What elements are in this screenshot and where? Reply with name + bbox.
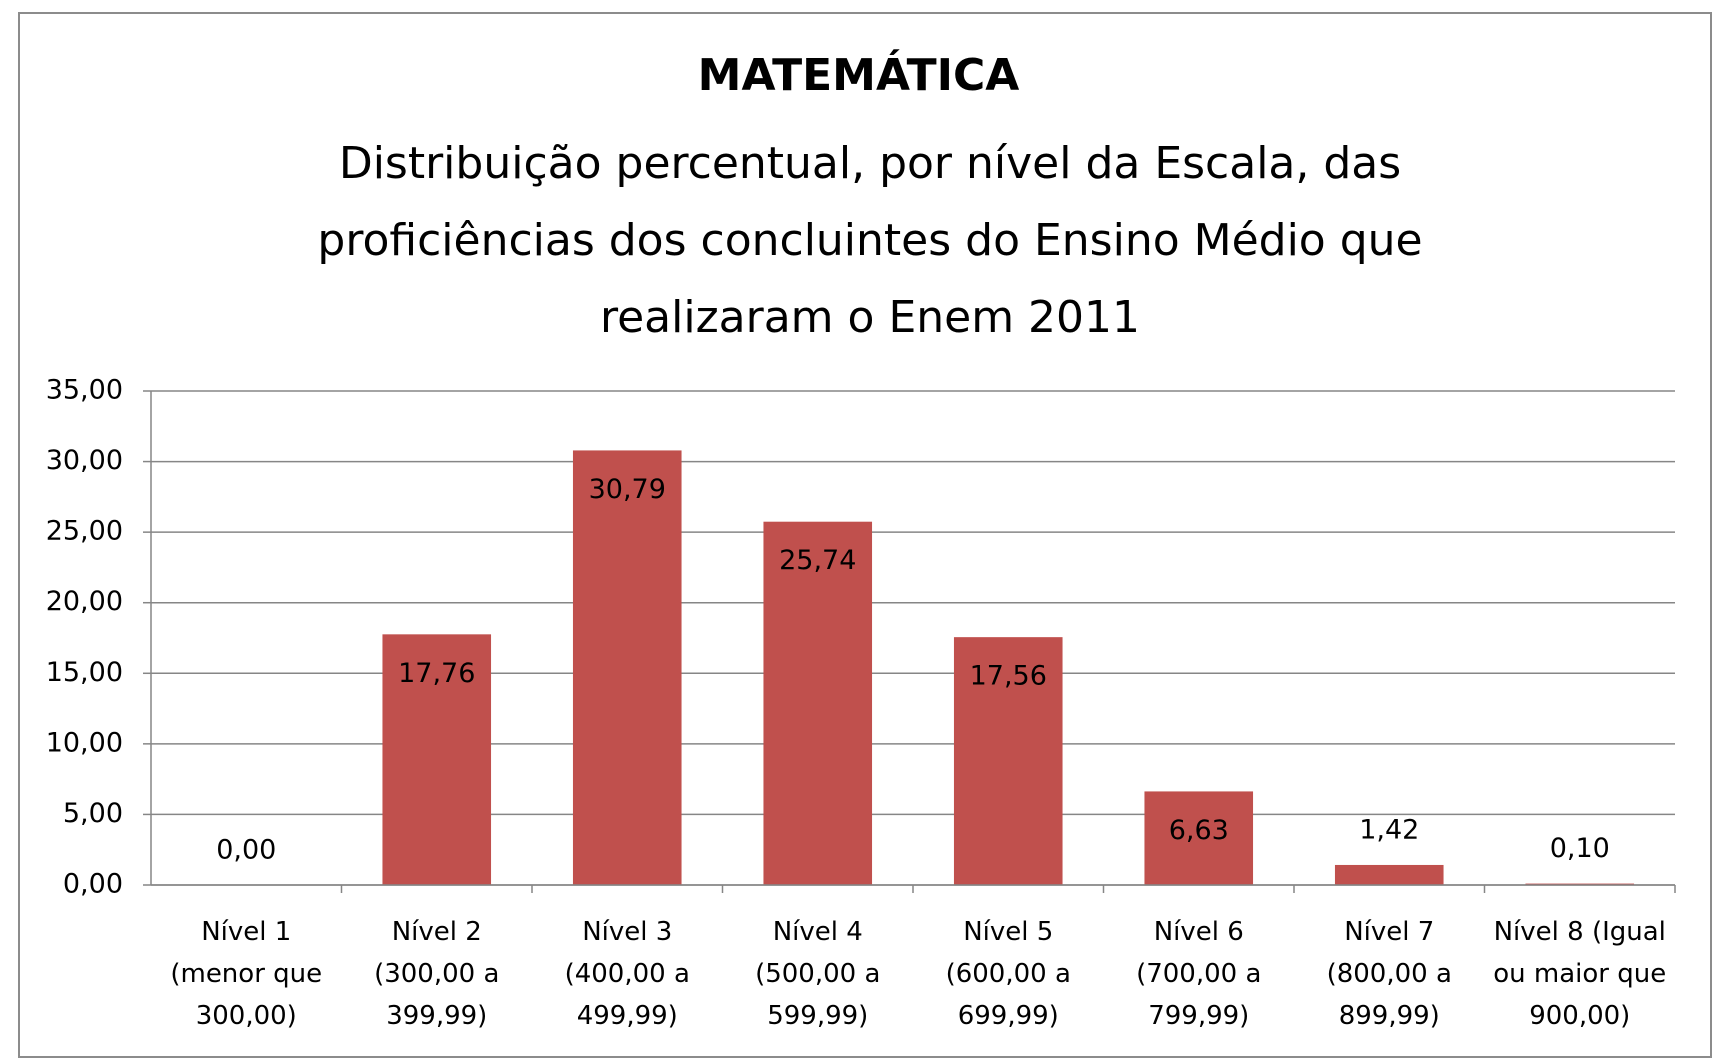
x-tick-label: Nível 4 (500,00 a 599,99) bbox=[755, 917, 881, 1031]
bar bbox=[763, 521, 873, 885]
y-tick-label: 35,00 bbox=[46, 375, 123, 406]
data-label: 1,42 bbox=[1359, 814, 1419, 845]
data-label: 6,63 bbox=[1169, 815, 1229, 846]
data-label: 30,79 bbox=[589, 474, 666, 505]
x-tick-label: Nível 5 (600,00 a 699,99) bbox=[945, 917, 1071, 1031]
y-tick-label: 20,00 bbox=[46, 586, 123, 617]
x-tick-label: Nível 7 (800,00 a 899,99) bbox=[1326, 917, 1452, 1031]
chart-subtitle: Distribuição percentual, por nível da Es… bbox=[317, 138, 1423, 343]
chart-title: MATEMÁTICA bbox=[697, 50, 1020, 101]
y-tick-label: 25,00 bbox=[46, 516, 123, 547]
x-tick-label: Nível 6 (700,00 a 799,99) bbox=[1136, 917, 1262, 1031]
data-label: 0,00 bbox=[216, 835, 276, 866]
y-tick-label: 10,00 bbox=[46, 727, 123, 758]
bar bbox=[572, 450, 682, 885]
x-tick-label: Nível 3 (400,00 a 499,99) bbox=[564, 917, 690, 1031]
bar bbox=[382, 634, 492, 885]
x-tick-label: Nível 8 (Igual ou maior que 900,00) bbox=[1493, 917, 1667, 1031]
data-label: 25,74 bbox=[779, 545, 856, 576]
data-label: 17,56 bbox=[970, 661, 1047, 692]
data-label: 0,10 bbox=[1550, 833, 1610, 864]
x-tick-label: Nível 2 (300,00 a 399,99) bbox=[374, 917, 500, 1031]
data-label: 17,76 bbox=[398, 658, 475, 689]
y-tick-label: 5,00 bbox=[63, 798, 123, 829]
y-tick-label: 0,00 bbox=[63, 869, 123, 900]
y-tick-label: 30,00 bbox=[46, 445, 123, 476]
x-tick-label: Nível 1 (menor que 300,00) bbox=[170, 917, 323, 1031]
bar bbox=[1144, 791, 1254, 885]
bar bbox=[953, 637, 1063, 885]
bar bbox=[1334, 864, 1444, 885]
y-tick-label: 15,00 bbox=[46, 657, 123, 688]
